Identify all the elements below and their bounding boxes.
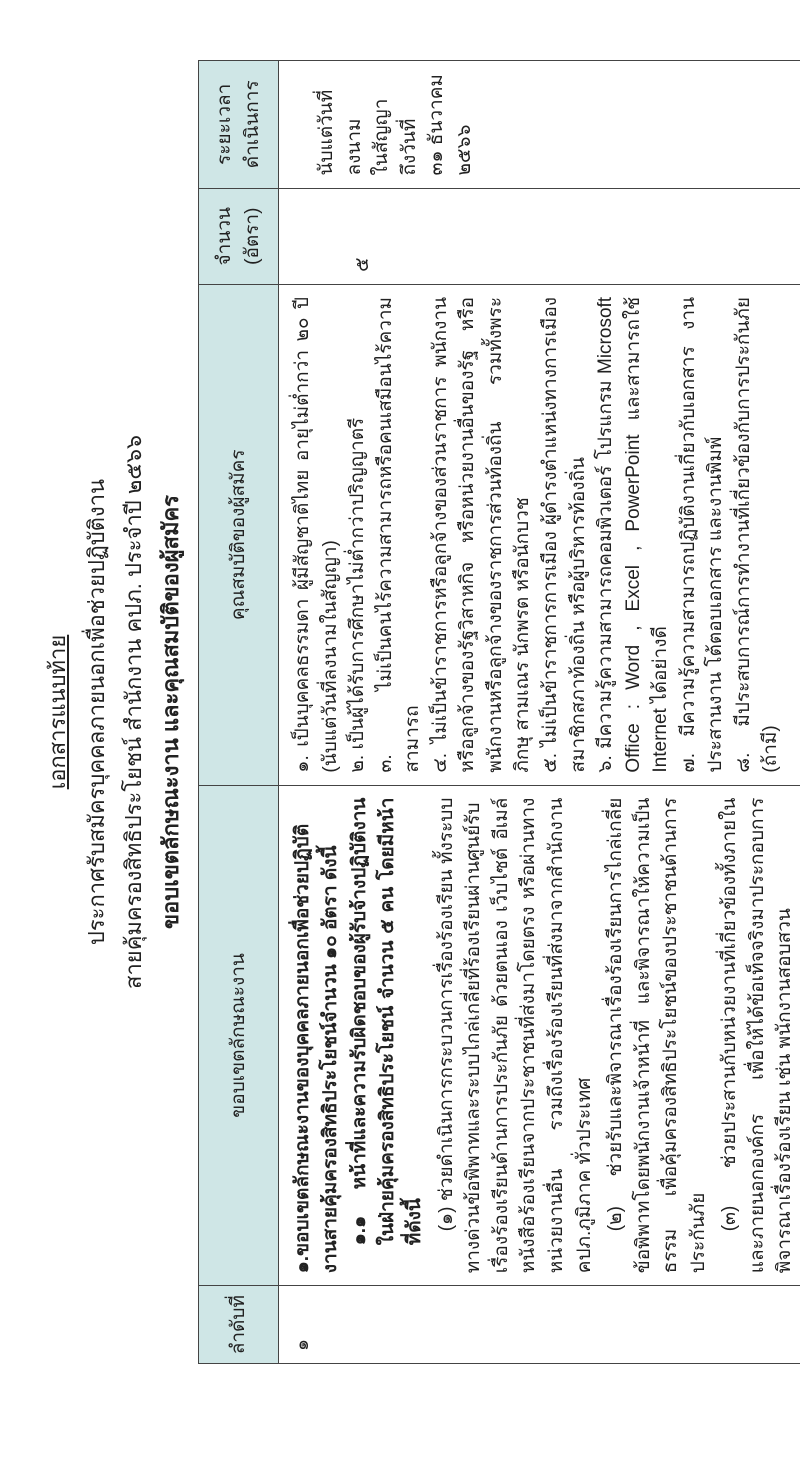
scope-11-head: ๑.๑ หน้าที่และความรับผิดชอบของผู้รับจ้าง… bbox=[346, 798, 429, 1246]
attachment-label: เอกสารแนบท้าย bbox=[40, 60, 75, 1364]
table-header-row: ลำดับที่ ขอบเขตลักษณะงาน คุณสมบัติของผู้… bbox=[199, 61, 279, 1364]
cell-scope: ๑.ขอบเขตลักษณะงานของบุคคลภายนอกเพื่อช่วย… bbox=[279, 785, 800, 1286]
th-period: ระยะเวลา ดำเนินการ bbox=[199, 61, 279, 189]
th-qual: คุณสมบัติของผู้สมัคร bbox=[199, 284, 279, 785]
qual-4: ๔. ไม่เป็นข้าราชการหรือลูกจ้างของส่วนราช… bbox=[427, 297, 537, 773]
th-count: จำนวน (อัตรา) bbox=[199, 188, 279, 284]
qual-7: ๗. มีความรู้ความสามารถปฏิบัติงานเกี่ยวกั… bbox=[675, 297, 730, 773]
table-row: ๑ ๑.ขอบเขตลักษณะงานของบุคคลภายนอกเพื่อช่… bbox=[279, 61, 800, 1364]
title-line-1: ประกาศรับสมัครบุคคลภายนอกเพื่อช่วยปฏิบัต… bbox=[79, 60, 114, 1364]
scope-p1: (๑) ช่วยดำเนินการกระบวนการเรื่องร้องเรีย… bbox=[433, 798, 598, 1274]
th-scope: ขอบเขตลักษณะงาน bbox=[199, 785, 279, 1286]
cell-period: นับแต่วันที่ ลงนาม ในสัญญา ถึงวันที่ ๓๑ … bbox=[279, 61, 800, 189]
scope-p3: (๓) ช่วยประสานกับหน่วยงานที่เกี่ยวข้องทั… bbox=[716, 798, 799, 1274]
qual-2: ๒. เป็นผู้ได้รับการศึกษาไม่ต่ำกว่าปริญญา… bbox=[344, 297, 372, 773]
scope-p2: (๒) ช่วยรับและพิจารณาเรื่องร้องเรียนการไ… bbox=[602, 798, 712, 1274]
qual-3: ๓. ไม่เป็นคนไร้ความสามารถหรือคนเสมือนไร้… bbox=[372, 297, 427, 773]
cell-count: ๕ bbox=[279, 188, 800, 284]
th-no: ลำดับที่ bbox=[199, 1286, 279, 1364]
qual-5: ๕. ไม่เป็นข้าราชการการเมือง ผู้ดำรงตำแหน… bbox=[537, 297, 592, 773]
scope-lead: ๑.ขอบเขตลักษณะงานของบุคคลภายนอกเพื่อช่วย… bbox=[289, 798, 344, 1274]
title-line-2: สายคุ้มครองสิทธิประโยชน์ สำนักงาน คปภ. ป… bbox=[116, 60, 151, 1364]
cell-qual: ๑. เป็นบุคคลธรรมดา ผู้มีสัญชาติไทย อายุไ… bbox=[279, 284, 800, 785]
qual-8: ๘. มีประสบการณ์การทำงานที่เกี่ยวข้องกับก… bbox=[730, 297, 785, 773]
scope-table: ลำดับที่ ขอบเขตลักษณะงาน คุณสมบัติของผู้… bbox=[198, 60, 800, 1364]
qual-1: ๑. เป็นบุคคลธรรมดา ผู้มีสัญชาติไทย อายุไ… bbox=[289, 297, 344, 773]
qual-6: ๖. มีความรู้ความสามารถคอมพิวเตอร์ โปรแกร… bbox=[592, 297, 675, 773]
cell-no: ๑ bbox=[279, 1286, 800, 1364]
subtitle: ขอบเขตลักษณะงาน และคุณสมบัติของผู้สมัคร bbox=[153, 60, 188, 1364]
